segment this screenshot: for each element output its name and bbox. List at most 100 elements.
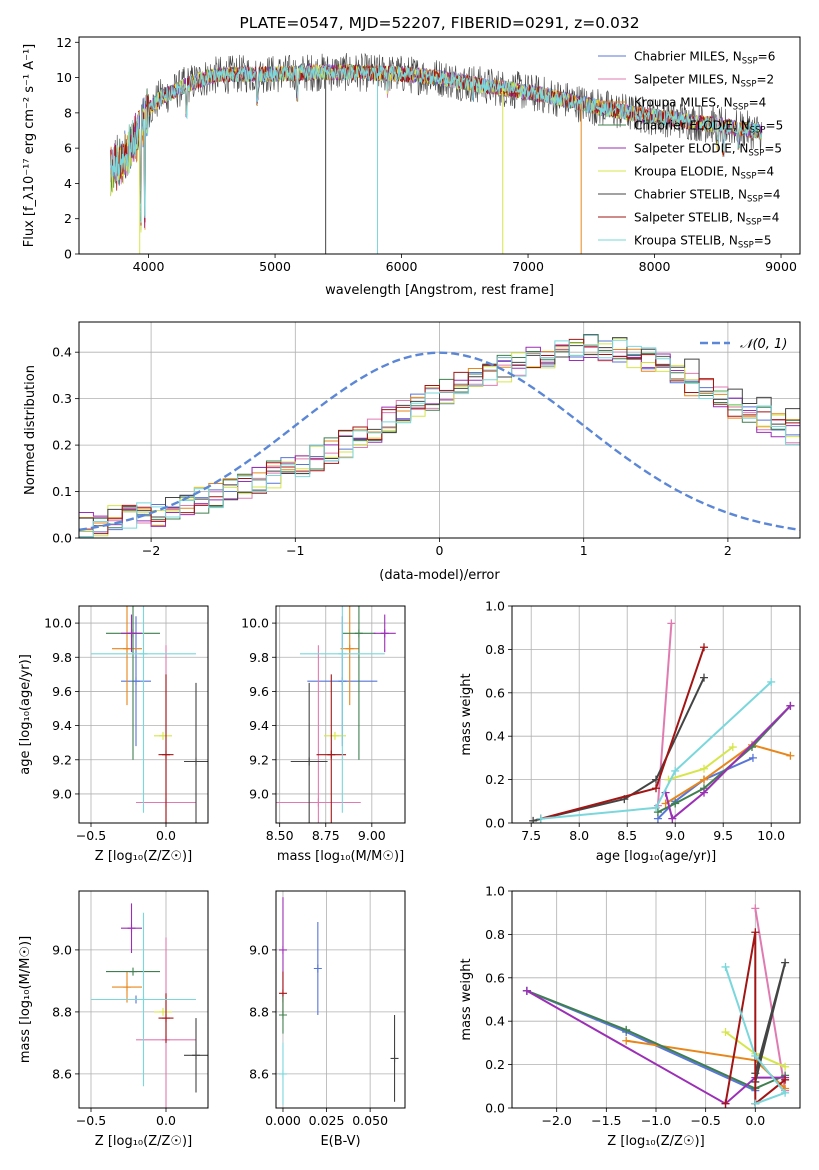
point-marker bbox=[162, 1014, 170, 1023]
y-tick-label: 9.6 bbox=[249, 684, 269, 699]
errorbar-point bbox=[112, 606, 142, 706]
errorbar-point bbox=[373, 614, 396, 653]
errorbar-point bbox=[278, 1042, 287, 1105]
y-tick-label: 0.6 bbox=[485, 970, 505, 985]
errorbar-point bbox=[121, 614, 142, 653]
point-marker bbox=[192, 1051, 200, 1060]
histogram-series bbox=[79, 334, 800, 538]
point-marker bbox=[314, 798, 323, 807]
y-tick-label: 8 bbox=[64, 105, 72, 120]
errorbar-point bbox=[154, 731, 172, 740]
y-tick-label: 9.2 bbox=[249, 752, 269, 767]
y-tick-label: 9.6 bbox=[52, 684, 72, 699]
point-marker bbox=[127, 924, 136, 933]
x-tick-label: 0.0 bbox=[156, 1113, 176, 1128]
x-axis-label: Z [log₁₀(Z/Z☉)] bbox=[95, 849, 192, 864]
legend-label: Chabrier STELIB, NSSP=4 bbox=[634, 188, 781, 205]
errorbar-point bbox=[290, 682, 328, 823]
y-tick-label: 10.0 bbox=[241, 616, 269, 631]
weight-marker bbox=[748, 753, 757, 762]
errorbar-point bbox=[278, 996, 287, 1034]
errorbar-point bbox=[158, 674, 174, 823]
x-tick-label: 0.000 bbox=[265, 1113, 301, 1128]
weight-line bbox=[532, 677, 705, 822]
weight-line bbox=[724, 966, 787, 1105]
chart-title: PLATE=0547, MJD=52207, FIBERID=0291, z=0… bbox=[239, 14, 639, 32]
point-marker bbox=[129, 967, 137, 976]
axes-mass_weight_vs_age: 7.5 8.0 8.5 9.0 9.5 10.0 0.0 0.2 0.4 0.6 0.8 1.0 age… bbox=[459, 599, 801, 864]
legend-label: Kroupa ELODIE, NSSP=4 bbox=[634, 165, 774, 182]
weight-marker bbox=[529, 816, 538, 823]
weight-line bbox=[540, 646, 705, 820]
weight-marker bbox=[671, 766, 680, 775]
y-tick-label: 9.4 bbox=[249, 718, 269, 733]
weight-marker bbox=[671, 799, 680, 808]
weight-marker bbox=[721, 1099, 730, 1108]
y-tick-label: 6 bbox=[64, 141, 72, 156]
weight-marker bbox=[721, 962, 730, 971]
errorbar-point bbox=[184, 682, 208, 823]
point-marker bbox=[380, 629, 389, 638]
errorbar-point bbox=[390, 1015, 399, 1102]
y-tick-label: 0.4 bbox=[52, 345, 72, 360]
x-tick-label: 1 bbox=[580, 543, 588, 558]
y-tick-label: 0.3 bbox=[52, 391, 72, 406]
x-tick-label: −2.0 bbox=[542, 1113, 572, 1128]
axes-frame bbox=[511, 605, 801, 824]
x-tick-label: 6000 bbox=[386, 259, 418, 274]
histogram-series bbox=[79, 339, 800, 538]
errorbar-point bbox=[158, 993, 174, 1043]
errorbar-point bbox=[340, 606, 359, 706]
errorbar-point bbox=[342, 606, 376, 760]
y-tick-label: 0.0 bbox=[485, 816, 505, 831]
weight-marker bbox=[622, 1036, 631, 1045]
axes-mass_weight_vs_Z: −2.0 −1.5 −1.0 −0.5 0.0 0.0 0.2 0.4 0.6 0.8 1.0 Z [… bbox=[459, 884, 801, 1149]
x-tick-label: 0.025 bbox=[309, 1113, 345, 1128]
y-tick-label: 0.0 bbox=[52, 531, 72, 546]
x-tick-label: 8.0 bbox=[569, 828, 589, 843]
axes-age_vs_Z: −0.5 0.0 9.0 9.2 9.4 9.6 9.8 10.0 Z [log₁₀(Z/Z☉)… bbox=[18, 605, 209, 864]
y-tick-label: 4 bbox=[64, 176, 72, 191]
y-axis-label: mass weight bbox=[459, 673, 474, 755]
weight-line bbox=[664, 705, 792, 821]
axes-frame bbox=[275, 890, 406, 1109]
point-marker bbox=[278, 989, 287, 998]
x-tick-label: −0.5 bbox=[76, 1113, 106, 1128]
y-tick-label: 9.8 bbox=[52, 650, 72, 665]
weight-line bbox=[665, 743, 791, 805]
point-marker bbox=[278, 1011, 287, 1019]
x-tick-label: 9.5 bbox=[713, 828, 733, 843]
weight-marker bbox=[652, 803, 660, 812]
point-marker bbox=[354, 629, 363, 638]
weight-marker bbox=[728, 743, 737, 752]
weight-marker bbox=[700, 764, 708, 773]
weight-marker bbox=[781, 1088, 790, 1097]
weight-marker bbox=[751, 1051, 760, 1060]
weight-marker bbox=[700, 643, 708, 652]
weight-marker bbox=[721, 1028, 730, 1037]
point-marker bbox=[305, 757, 314, 766]
y-tick-label: 1.0 bbox=[485, 884, 505, 899]
y-tick-label: 9.0 bbox=[52, 786, 72, 801]
x-tick-label: 7.5 bbox=[521, 828, 541, 843]
axes-frame bbox=[511, 890, 801, 1109]
y-tick-label: 2 bbox=[64, 211, 72, 226]
point-marker bbox=[139, 995, 148, 1004]
point-marker bbox=[139, 649, 148, 658]
point-marker bbox=[162, 750, 170, 759]
y-tick-label: 0.2 bbox=[485, 772, 505, 787]
errorbar-point bbox=[276, 645, 361, 823]
axes-frame bbox=[275, 605, 406, 824]
y-tick-label: 9.0 bbox=[52, 942, 72, 957]
weight-marker bbox=[786, 751, 795, 760]
point-marker bbox=[192, 757, 200, 766]
histogram-series bbox=[79, 342, 800, 538]
y-tick-label: 1.0 bbox=[485, 599, 505, 614]
x-axis-label: E(B-V) bbox=[320, 1134, 360, 1149]
legend-label: Chabrier MILES, NSSP=6 bbox=[634, 50, 775, 67]
weight-series bbox=[536, 677, 776, 823]
weight-series bbox=[661, 701, 795, 823]
weight-line bbox=[754, 908, 787, 1091]
weight-marker bbox=[751, 1099, 760, 1108]
weight-marker bbox=[781, 1075, 790, 1084]
